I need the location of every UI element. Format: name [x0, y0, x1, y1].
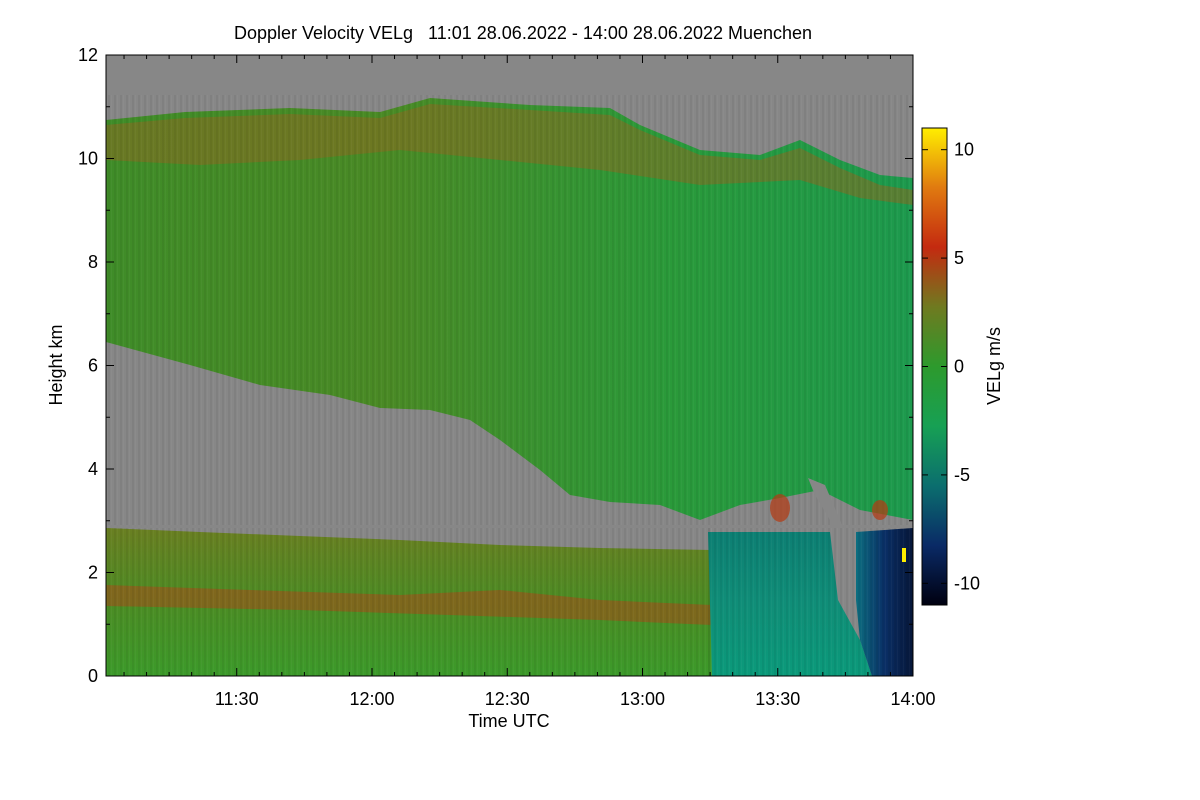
x-tick-label: 13:00	[620, 689, 665, 709]
y-tick-label: 4	[88, 459, 98, 479]
colorbar-tick-label: 0	[954, 357, 964, 377]
y-tick-label: 12	[78, 45, 98, 65]
colorbar-tick-label: 5	[954, 248, 964, 268]
x-axis-ticks: 11:30 12:00 12:30 13:00 13:30 14:00	[123, 55, 936, 709]
plot-area	[106, 55, 913, 676]
chart-title: Doppler Velocity VELg 11:01 28.06.2022 -…	[234, 23, 812, 43]
x-tick-label: 11:30	[215, 689, 259, 709]
colorbar-tick-label: -5	[954, 465, 970, 485]
y-axis-ticks: 0 2 4 6 8 10 12	[78, 45, 913, 686]
boundary-layer-streaks	[106, 528, 712, 676]
upper-cloud-streaks	[106, 95, 913, 525]
velocity-hotspot	[872, 500, 888, 520]
colorbar-label: VELg m/s	[984, 327, 1004, 405]
y-tick-label: 6	[88, 356, 98, 376]
x-axis-label: Time UTC	[468, 711, 549, 731]
x-tick-label: 12:30	[485, 689, 530, 709]
y-tick-label: 2	[88, 563, 98, 583]
precipitation-streaks	[708, 528, 913, 676]
x-tick-label: 12:00	[349, 689, 394, 709]
y-axis-label: Height km	[46, 324, 66, 405]
x-tick-label: 14:00	[890, 689, 935, 709]
velocity-hotspot	[770, 494, 790, 522]
velocity-peak	[902, 548, 906, 562]
y-tick-label: 0	[88, 666, 98, 686]
colorbar-tick-label: -10	[954, 573, 980, 593]
y-tick-label: 10	[78, 149, 98, 169]
x-tick-label: 13:30	[755, 689, 800, 709]
colorbar-tick-label: 10	[954, 140, 974, 160]
y-tick-label: 8	[88, 252, 98, 272]
colorbar-ticks: 10 5 0 -5 -10	[922, 140, 980, 593]
